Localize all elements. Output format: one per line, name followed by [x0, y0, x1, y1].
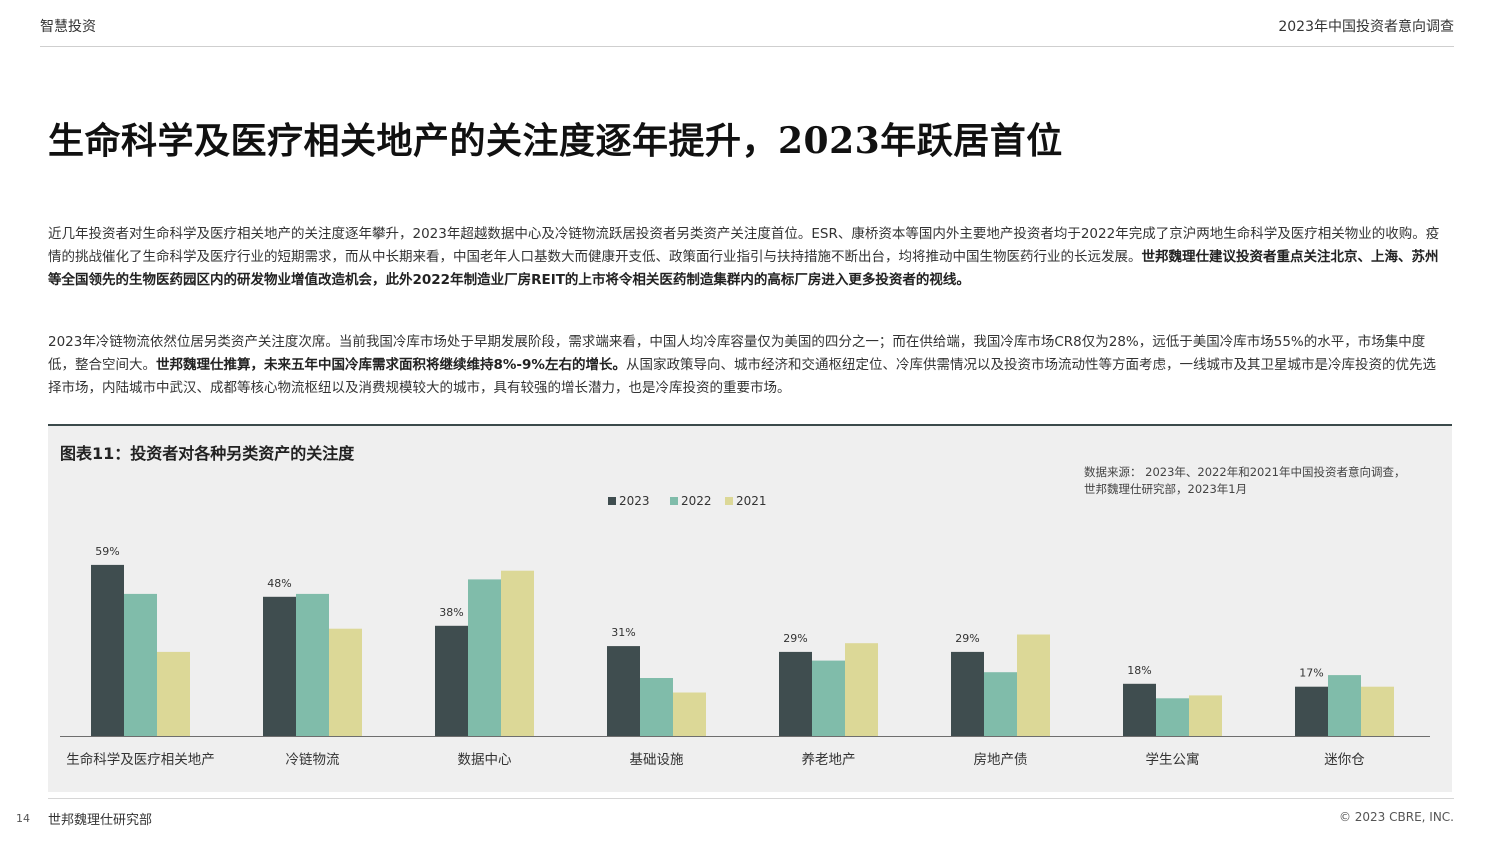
bar-2021-3	[501, 570, 534, 736]
legend-swatch-2023	[608, 497, 616, 505]
bar-2023-5	[779, 651, 812, 736]
paragraph-1-highlight: 世邦魏理仕建议投资者重点关注北京、上海、苏州等全国领先的生物医药园区内的研发物业…	[48, 249, 1439, 288]
bar-2022-7	[1156, 698, 1189, 736]
bar-2022-2	[296, 593, 329, 736]
data-label-2: 48%	[267, 577, 291, 590]
paragraph-cold-chain: 2023年冷链物流依然位居另类资产关注度次席。当前我国冷库市场处于早期发展阶段，…	[48, 331, 1448, 400]
chart-source-note: 数据来源： 2023年、2022年和2021年中国投资者意向调查， 世邦魏理仕研…	[1084, 464, 1405, 498]
legend-swatch-2021	[725, 497, 733, 505]
bar-2021-8	[1361, 686, 1394, 736]
bar-2021-4	[673, 692, 706, 736]
header-section-label: 智慧投资	[40, 19, 96, 35]
legend-swatch-2022	[670, 497, 678, 505]
bar-chart: 2023 2022 2021 59% 生命科学及医疗相关地产 48% 冷链物流 38% 数据中心…	[60, 494, 1430, 768]
bar-2021-2	[329, 628, 362, 736]
bar-2023-3	[435, 625, 468, 736]
bar-2022-8	[1328, 675, 1361, 736]
footer-department: 世邦魏理仕研究部	[48, 813, 153, 828]
bar-2022-3	[468, 579, 501, 736]
legend-label-2021: 2021	[736, 494, 767, 508]
legend-label-2023: 2023	[619, 494, 650, 508]
bar-2023-2	[263, 596, 296, 736]
data-label-4: 31%	[611, 626, 635, 639]
bar-2022-5	[812, 660, 845, 736]
category-label-8: 迷你仓	[1324, 752, 1365, 768]
bar-2023-6	[951, 651, 984, 736]
header-divider	[40, 46, 1454, 47]
category-label-6: 房地产债	[974, 752, 1028, 768]
data-label-8: 17%	[1299, 667, 1323, 680]
header-report-title: 2023年中国投资者意向调查	[1278, 19, 1454, 35]
chart-source-line-1: 数据来源： 2023年、2022年和2021年中国投资者意向调查，	[1084, 465, 1406, 479]
data-label-6: 29%	[955, 632, 979, 645]
data-label-7: 18%	[1127, 664, 1151, 677]
data-label-1: 59%	[95, 545, 119, 558]
page-title: 生命科学及医疗相关地产的关注度逐年提升，2023年跃居首位	[48, 120, 1063, 162]
category-label-3: 数据中心	[458, 752, 512, 768]
data-label-5: 29%	[783, 632, 807, 645]
bar-2022-6	[984, 672, 1017, 736]
data-label-3: 38%	[439, 606, 463, 619]
bar-2023-7	[1123, 683, 1156, 736]
chart-title: 图表11：投资者对各种另类资产的关注度	[60, 444, 355, 463]
category-label-2: 冷链物流	[286, 752, 340, 768]
paragraph-2-highlight: 世邦魏理仕推算，未来五年中国冷库需求面积将继续维持8%-9%左右的增长。	[156, 357, 626, 373]
chart-panel: 图表11：投资者对各种另类资产的关注度 数据来源： 2023年、2022年和20…	[48, 424, 1452, 792]
bar-2023-1	[91, 564, 124, 736]
chart-source-line-2: 世邦魏理仕研究部，2023年1月	[1084, 482, 1248, 496]
category-label-5: 养老地产	[802, 752, 856, 768]
bar-2022-1	[124, 593, 157, 736]
category-label-1: 生命科学及医疗相关地产	[66, 751, 215, 768]
bar-2021-6	[1017, 634, 1050, 736]
category-label-7: 学生公寓	[1146, 751, 1200, 768]
footer-copyright: © 2023 CBRE, INC.	[1338, 810, 1454, 824]
paragraph-2-text-b: 从国家政策导向、城市经济和交通枢纽定位、冷库供需情况以及投资市场流动性等方面考虑…	[48, 357, 1436, 396]
bar-2023-8	[1295, 686, 1328, 736]
legend-label-2022: 2022	[681, 494, 712, 508]
paragraph-2-text-a: 2023年冷链物流依然位居另类资产关注度次席。当前我国冷库市场处于早期发展阶段，…	[48, 334, 1426, 373]
bar-2022-4	[640, 678, 673, 736]
bar-2021-1	[157, 651, 190, 736]
paragraph-1-text: 近几年投资者对生命科学及医疗相关地产的关注度逐年攀升，2023年超越数据中心及冷…	[48, 226, 1440, 265]
bar-2021-7	[1189, 695, 1222, 736]
category-label-4: 基础设施	[630, 751, 684, 768]
footer-divider	[48, 798, 1454, 799]
paragraph-life-science: 近几年投资者对生命科学及医疗相关地产的关注度逐年攀升，2023年超越数据中心及冷…	[48, 223, 1448, 292]
page-number: 14	[16, 812, 30, 825]
bar-2023-4	[607, 646, 640, 736]
bar-2021-5	[845, 643, 878, 736]
